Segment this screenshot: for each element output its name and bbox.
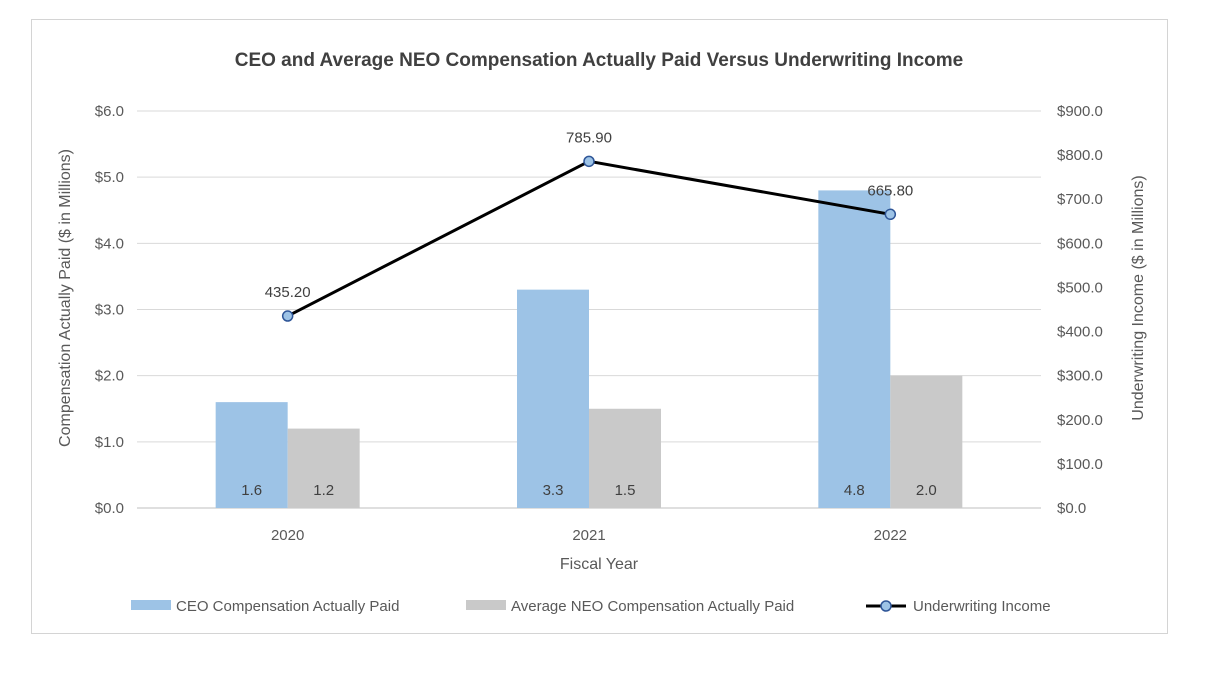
- right-tick-label: $400.0: [1057, 324, 1103, 341]
- line-data-label: 785.90: [566, 129, 612, 146]
- bar-data-label: 1.2: [313, 482, 334, 499]
- data-labels: 1.6 1.2 3.3 1.5 4.8 2.0 435.20 785.90 665.80: [241, 129, 937, 499]
- legend-marker: [880, 600, 892, 612]
- right-axis-title: Underwriting Income ($ in Millions): [1130, 175, 1147, 420]
- bar-data-label: 2.0: [916, 482, 937, 499]
- legend-label: Underwriting Income: [913, 598, 1051, 615]
- chart-title: CEO and Average NEO Compensation Actuall…: [235, 50, 964, 71]
- bar-data-label: 4.8: [844, 482, 865, 499]
- legend-swatch: [466, 600, 506, 610]
- left-axis-title: Compensation Actually Paid ($ in Million…: [57, 149, 74, 447]
- right-tick-label: $100.0: [1057, 456, 1103, 473]
- line-data-label: 435.20: [265, 284, 311, 301]
- left-tick-label: $3.0: [95, 302, 124, 319]
- left-tick-label: $0.0: [95, 500, 124, 517]
- right-tick-label: $200.0: [1057, 412, 1103, 429]
- left-tick-label: $4.0: [95, 235, 124, 252]
- line-point: [884, 208, 897, 221]
- x-axis-ticks: 2020 2021 2022: [271, 527, 907, 544]
- line-data-label: 665.80: [867, 182, 913, 199]
- bar: [589, 408, 661, 508]
- left-tick-label: $1.0: [95, 434, 124, 451]
- x-tick-label: 2020: [271, 527, 304, 544]
- right-tick-label: $300.0: [1057, 368, 1103, 385]
- line-series: [281, 155, 897, 322]
- left-axis-ticks: $0.0 $1.0 $2.0 $3.0 $4.0 $5.0 $6.0: [95, 103, 124, 517]
- right-tick-label: $700.0: [1057, 191, 1103, 208]
- line-point: [281, 310, 294, 322]
- chart-frame: [31, 19, 1168, 634]
- bars: [215, 190, 963, 508]
- legend-label: Average NEO Compensation Actually Paid: [511, 598, 794, 615]
- right-tick-label: $600.0: [1057, 235, 1103, 252]
- legend-swatch: [131, 600, 171, 610]
- right-tick-label: $900.0: [1057, 103, 1103, 120]
- left-tick-label: $6.0: [95, 103, 124, 120]
- left-tick-label: $2.0: [95, 368, 124, 385]
- bar-data-label: 1.5: [615, 482, 636, 499]
- right-tick-label: $500.0: [1057, 279, 1103, 296]
- legend-label: CEO Compensation Actually Paid: [176, 598, 399, 615]
- x-axis-title: Fiscal Year: [560, 556, 639, 573]
- right-axis-ticks: $0.0 $100.0 $200.0 $300.0 $400.0 $500.0 $600.0…: [1057, 103, 1103, 517]
- right-tick-label: $800.0: [1057, 147, 1103, 164]
- left-tick-label: $5.0: [95, 169, 124, 186]
- bar-data-label: 3.3: [543, 482, 564, 499]
- x-tick-label: 2022: [874, 527, 907, 544]
- bar: [215, 402, 288, 508]
- bar: [287, 428, 360, 508]
- bar: [818, 190, 891, 508]
- bar-data-label: 1.6: [241, 482, 262, 499]
- bar: [517, 289, 589, 508]
- right-tick-label: $0.0: [1057, 500, 1086, 517]
- legend: CEO Compensation Actually Paid Average NE…: [131, 598, 1051, 615]
- line-point: [583, 155, 595, 168]
- x-tick-label: 2021: [572, 527, 605, 544]
- bar: [890, 375, 963, 508]
